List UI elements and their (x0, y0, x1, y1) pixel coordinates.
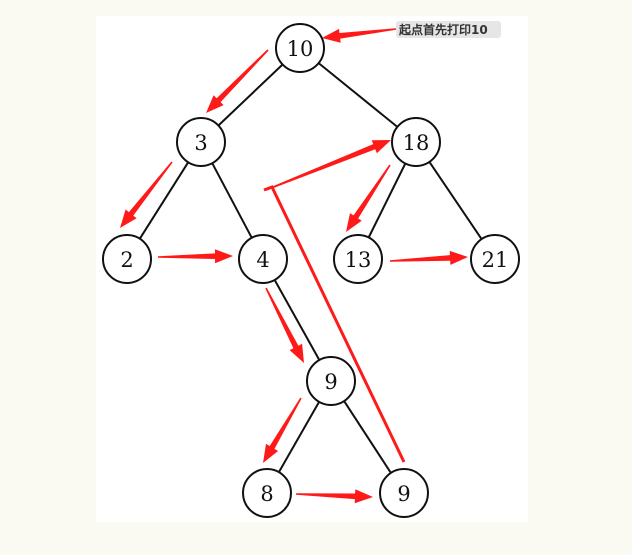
traversal-arrow (322, 28, 397, 43)
tree-node-18: 18 (391, 117, 441, 167)
traversal-arrow (390, 250, 468, 265)
tree-node-4: 4 (238, 234, 288, 284)
tree-edge (138, 161, 190, 240)
tree-node-3: 3 (176, 117, 226, 167)
tree-node-label: 9 (324, 370, 337, 394)
traversal-arrow (263, 397, 302, 463)
tree-node-21: 21 (470, 234, 520, 284)
callout-text: 起点首先打印10 (398, 22, 488, 37)
tree-node-label: 18 (403, 131, 430, 155)
tree-node-label: 4 (256, 248, 269, 272)
traversal-arrow (296, 489, 373, 504)
callout-label: 起点首先打印10 (396, 21, 501, 38)
tree-node-13: 13 (333, 234, 383, 284)
tree-edges (138, 62, 483, 474)
traversal-arrow (346, 164, 391, 232)
tree-node-10: 10 (275, 23, 325, 73)
traversal-arrows (120, 28, 468, 504)
tree-node-2: 2 (102, 234, 152, 284)
tree-node-label: 8 (260, 482, 273, 506)
tree-node-8: 8 (242, 468, 292, 518)
tree-edge (428, 161, 483, 240)
traversal-arrow (265, 287, 304, 363)
tree-edge (318, 62, 398, 128)
tree-edge (273, 279, 321, 361)
tree-node-label: 9 (397, 482, 410, 506)
tree-node-label: 10 (287, 37, 314, 61)
traversal-arrow (120, 161, 173, 228)
tree-node-9-middle: 9 (306, 356, 356, 406)
traversal-arrow (158, 249, 233, 264)
tree-nodes: 10 3 18 2 4 13 21 9 (102, 23, 520, 518)
tree-edge (211, 162, 253, 239)
tree-edge (278, 401, 320, 473)
tree-node-9-leaf: 9 (379, 468, 429, 518)
tree-node-label: 3 (194, 131, 207, 155)
tree-node-label: 13 (345, 248, 372, 272)
tree-node-label: 21 (482, 248, 509, 272)
traversal-arrow (206, 49, 269, 113)
tree-edge (343, 400, 392, 474)
tree-edge (217, 63, 284, 127)
tree-edge (367, 163, 407, 238)
tree-node-label: 2 (120, 248, 133, 272)
traversal-arrow (265, 140, 391, 191)
